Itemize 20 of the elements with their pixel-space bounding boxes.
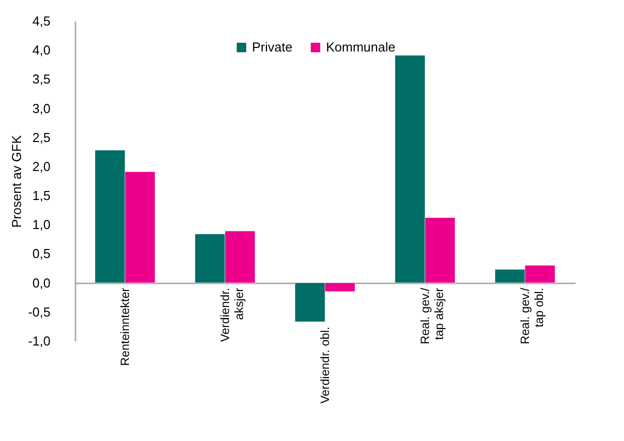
y-tick-label: 1,5 bbox=[32, 188, 50, 204]
y-tick-label: 2,0 bbox=[32, 158, 50, 174]
y-tick-label: 4,5 bbox=[32, 14, 50, 28]
x-tick-label: Real. gev./ tap obl. bbox=[518, 287, 546, 344]
legend-label: Kommunale bbox=[326, 40, 396, 55]
y-tick-label: 2,5 bbox=[32, 130, 50, 145]
y-tick-label: 0,5 bbox=[32, 246, 50, 262]
y-tick-label: 4,0 bbox=[32, 42, 50, 58]
y-tick-label: 1,0 bbox=[32, 217, 50, 232]
x-tick-label: Real. gev./ tap aksjer bbox=[418, 287, 446, 344]
x-tick-label: Renteinntekter bbox=[118, 288, 132, 366]
y-tick-label: -0,5 bbox=[28, 304, 50, 320]
y-tick-label: 0,0 bbox=[32, 275, 50, 290]
legend-label: Private bbox=[252, 40, 292, 55]
y-tick-label: -1,0 bbox=[28, 334, 50, 348]
y-tick-label: 3,5 bbox=[32, 72, 50, 87]
y-axis-title: Prosent av GFK bbox=[9, 134, 24, 228]
y-tick-label: 3,0 bbox=[32, 100, 50, 116]
x-tick-label: Verdiendr. obl. bbox=[318, 326, 332, 404]
x-tick-label: Verdiendr. aksjer bbox=[218, 288, 246, 342]
